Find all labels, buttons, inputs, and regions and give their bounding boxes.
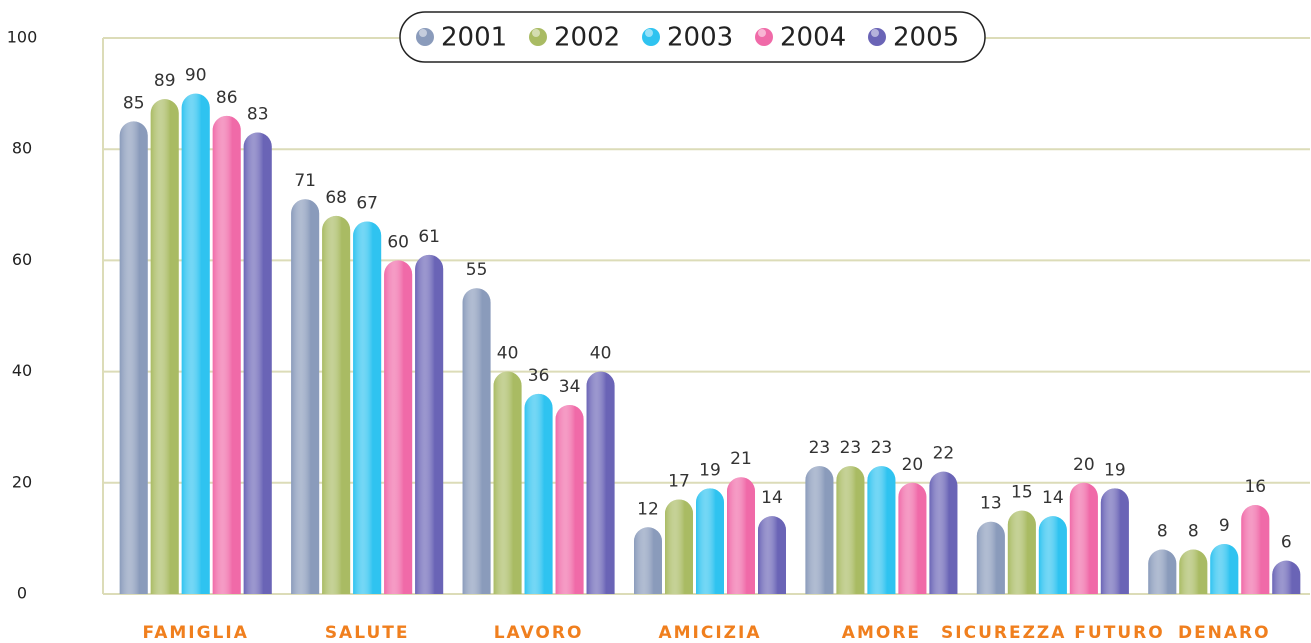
legend-marker-shine xyxy=(645,29,653,37)
bar-highlight xyxy=(493,371,522,594)
bar-highlight xyxy=(1069,482,1098,594)
bar-highlight xyxy=(727,477,755,594)
bar-highlight xyxy=(1210,543,1239,594)
bar-highlight xyxy=(836,466,865,594)
bar-highlight xyxy=(322,215,351,595)
bar-highlight xyxy=(758,516,786,594)
y-tick-label: 20 xyxy=(12,472,32,491)
bar-highlight xyxy=(243,132,272,594)
y-tick-label: 0 xyxy=(17,584,27,603)
data-label: 6 xyxy=(1281,533,1292,553)
legend-label: 2001 xyxy=(441,23,507,53)
bar-highlight xyxy=(353,221,382,595)
bar-highlight xyxy=(1272,560,1301,594)
data-label: 21 xyxy=(730,449,752,469)
legend-marker-shine xyxy=(758,29,766,37)
data-label: 17 xyxy=(668,471,690,491)
bar-highlight xyxy=(1148,549,1177,594)
x-tick-label: SALUTE xyxy=(325,623,410,643)
data-label: 60 xyxy=(387,232,409,252)
data-label: 16 xyxy=(1244,477,1266,497)
bar-highlight xyxy=(805,466,834,594)
bar-highlight xyxy=(1038,516,1067,594)
data-label: 13 xyxy=(980,494,1002,514)
data-label: 14 xyxy=(1042,488,1064,508)
legend-marker-shine xyxy=(532,29,540,37)
bar-highlight xyxy=(976,521,1005,594)
data-label: 71 xyxy=(294,171,316,191)
legend-label: 2005 xyxy=(893,23,959,53)
bar-highlight xyxy=(1179,549,1208,594)
data-label: 14 xyxy=(761,488,783,508)
data-label: 67 xyxy=(356,193,378,213)
data-label: 20 xyxy=(902,455,924,475)
y-tick-label: 80 xyxy=(12,139,32,158)
data-label: 34 xyxy=(559,377,581,397)
data-label: 90 xyxy=(185,66,207,86)
bar-highlight xyxy=(1007,510,1036,594)
legend-label: 2002 xyxy=(554,23,620,53)
data-label: 15 xyxy=(1011,483,1033,503)
bar-highlight xyxy=(150,99,179,595)
data-label: 40 xyxy=(497,344,519,364)
y-tick-label: 100 xyxy=(7,28,38,47)
bar-highlight xyxy=(898,482,927,594)
data-label: 23 xyxy=(809,438,831,458)
data-label: 89 xyxy=(154,71,176,91)
x-tick-label: AMICIZIA xyxy=(658,623,761,643)
data-label: 36 xyxy=(528,366,550,386)
data-label: 23 xyxy=(871,438,893,458)
data-label: 40 xyxy=(590,344,612,364)
bar-highlight xyxy=(555,404,584,594)
bar-highlight xyxy=(462,288,491,594)
data-label: 12 xyxy=(637,499,659,519)
data-label: 55 xyxy=(466,260,488,280)
x-tick-label: AMORE xyxy=(842,623,921,643)
bar-highlight xyxy=(291,199,320,594)
x-tick-label: FAMIGLIA xyxy=(143,623,249,643)
bar-highlight xyxy=(929,471,958,594)
data-label: 19 xyxy=(1104,460,1126,480)
data-label: 9 xyxy=(1219,516,1230,536)
legend-marker-shine xyxy=(419,29,427,37)
bar-highlight xyxy=(1100,488,1129,594)
bar-highlight xyxy=(524,393,553,594)
legend-box xyxy=(399,11,986,63)
data-label: 23 xyxy=(840,438,862,458)
legend-label: 2003 xyxy=(667,23,733,53)
data-label: 19 xyxy=(699,460,721,480)
bar-highlight xyxy=(665,499,693,594)
bar-highlight xyxy=(696,488,724,594)
bar-highlight xyxy=(181,93,210,594)
data-label: 68 xyxy=(325,188,347,208)
x-tick-label: SICUREZZA FUTURO xyxy=(941,623,1165,643)
data-label: 86 xyxy=(216,88,238,108)
bar-highlight xyxy=(1241,505,1270,594)
bar-highlight xyxy=(634,527,662,594)
x-tick-label: DENARO xyxy=(1178,623,1271,643)
data-label: 8 xyxy=(1188,522,1199,542)
y-tick-label: 60 xyxy=(12,250,32,269)
bar-highlight xyxy=(384,260,413,594)
data-label: 22 xyxy=(933,444,955,464)
bar-highlight xyxy=(415,254,444,594)
legend-marker-shine xyxy=(871,29,879,37)
data-label: 8 xyxy=(1157,522,1168,542)
data-label: 61 xyxy=(418,227,440,247)
data-label: 83 xyxy=(247,105,269,125)
legend-label: 2004 xyxy=(780,23,846,53)
bar-highlight xyxy=(212,115,241,594)
x-tick-label: LAVORO xyxy=(494,623,584,643)
y-tick-label: 40 xyxy=(12,361,32,380)
data-label: 85 xyxy=(123,93,145,113)
bar-highlight xyxy=(586,371,615,594)
bar-highlight xyxy=(867,466,896,594)
bar-highlight xyxy=(119,121,148,595)
data-label: 20 xyxy=(1073,455,1095,475)
